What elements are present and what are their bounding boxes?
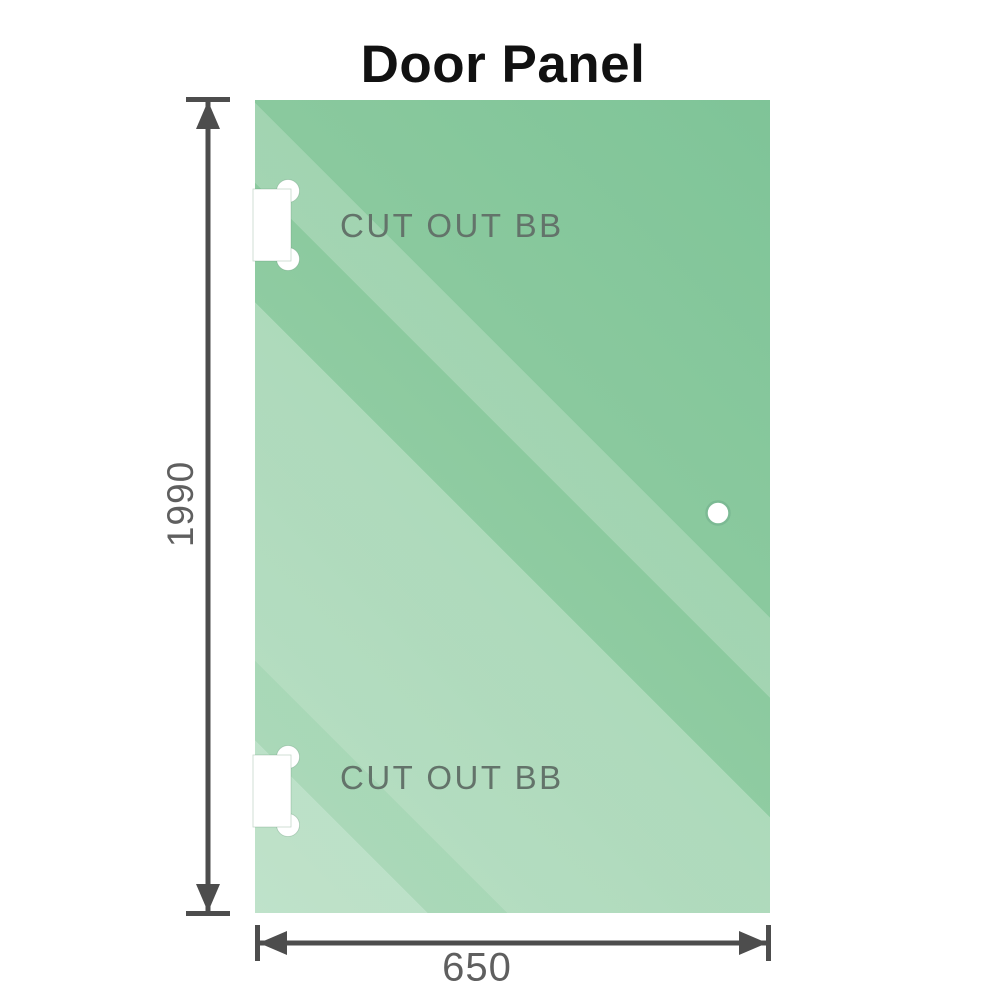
cutout-label-bottom: CUT OUT BB [340, 759, 564, 796]
handle-hole-icon [705, 500, 731, 526]
height-dimension-arrow-icon [186, 97, 230, 916]
door-panel-glass: CUT OUT BB CUT OUT BB [252, 100, 770, 913]
width-dimension-arrow-icon [255, 925, 771, 961]
height-dimension-value: 1990 [160, 460, 201, 548]
cutout-label-top: CUT OUT BB [340, 207, 564, 244]
page-title: Door Panel [360, 35, 646, 94]
hinge-cutout-bottom-icon [252, 745, 300, 837]
panel-features [252, 179, 731, 837]
hinge-cutout-top-icon [252, 179, 300, 271]
width-dimension-value: 650 [442, 945, 512, 990]
